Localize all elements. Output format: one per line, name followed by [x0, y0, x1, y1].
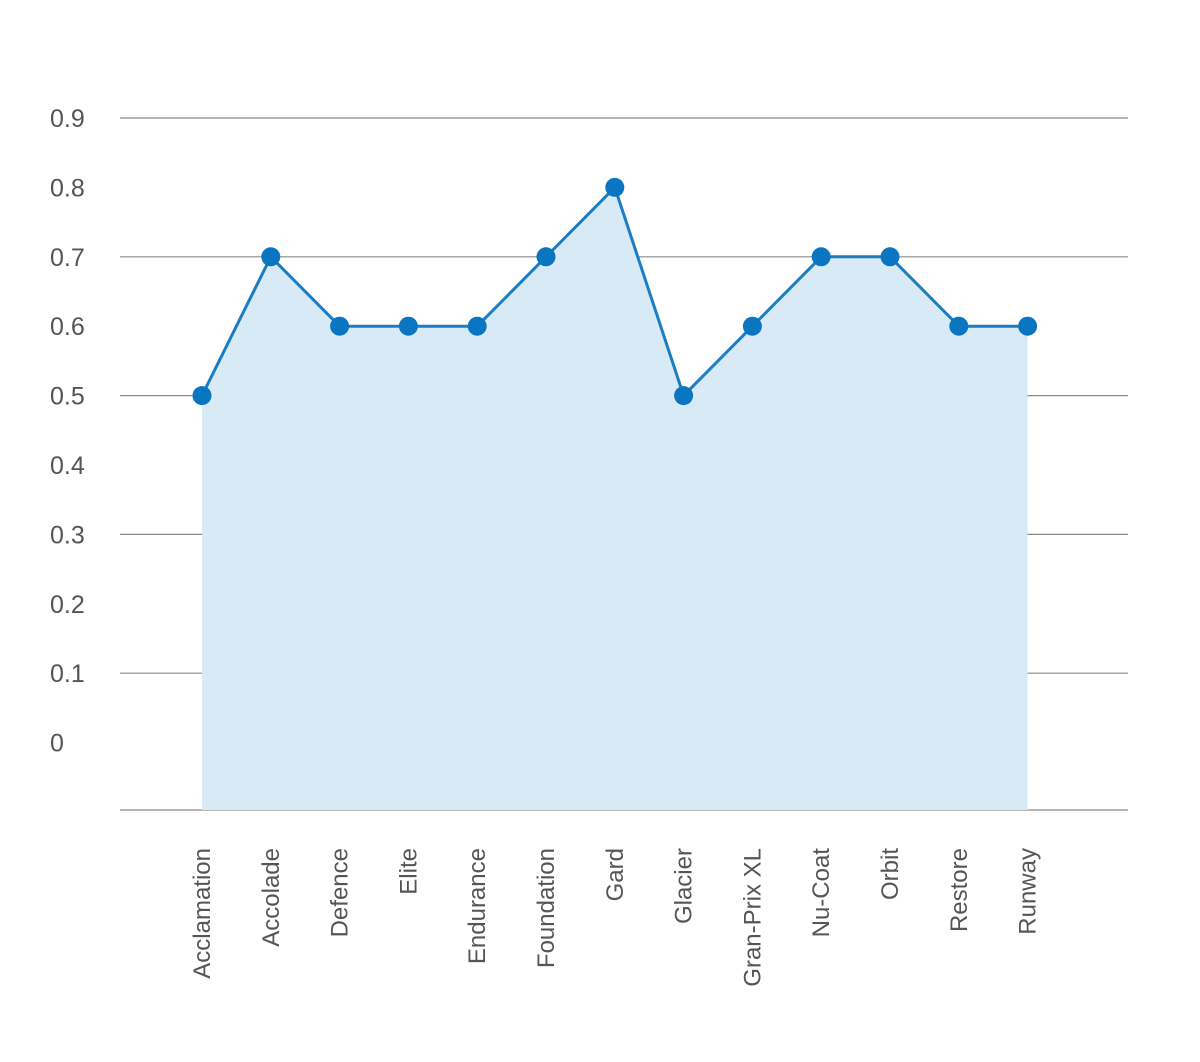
data-point-foundation: [536, 247, 556, 267]
y-tick-label: 0: [50, 730, 64, 758]
x-tick-labels: Acclamation Accolade Defence Elite Endurance…: [189, 848, 1042, 987]
x-tick-label: Endurance: [464, 848, 491, 964]
point-layer: [192, 177, 1038, 406]
y-tick-label: 0.9: [50, 105, 85, 133]
x-tick-label: Glacier: [671, 848, 698, 924]
x-tick-label: Runway: [1015, 848, 1042, 935]
data-point-defence: [330, 316, 350, 336]
x-tick-label: Restore: [946, 848, 973, 932]
data-point-endurance: [467, 316, 487, 336]
x-tick-label: Elite: [395, 848, 422, 895]
y-tick-label: 0.6: [50, 313, 85, 341]
x-tick-label: Defence: [327, 848, 354, 937]
data-point-gran-prix-xl: [742, 316, 762, 336]
x-tick-label: Accolade: [258, 848, 285, 947]
data-point-accolade: [261, 247, 281, 267]
data-point-acclamation: [192, 386, 212, 406]
y-tick-label: 0.7: [50, 244, 85, 272]
area-layer: [202, 187, 1028, 810]
y-tick-label: 0.5: [50, 383, 85, 411]
y-tick-labels: 0.9 0.8 0.7 0.6 0.5 0.4 0.3 0.2 0.1 0: [50, 105, 85, 758]
data-point-runway: [1018, 316, 1038, 336]
x-tick-label: Gran-Prix XL: [739, 848, 766, 987]
data-point-elite: [398, 316, 418, 336]
y-tick-label: 0.4: [50, 452, 85, 480]
x-tick-label: Foundation: [533, 848, 560, 968]
data-point-restore: [949, 316, 969, 336]
y-tick-label: 0.3: [50, 521, 85, 549]
y-tick-label: 0.1: [50, 660, 85, 688]
y-tick-label: 0.2: [50, 591, 85, 619]
x-tick-label: Gard: [602, 848, 629, 901]
series-area: [202, 187, 1028, 810]
data-point-glacier: [674, 386, 694, 406]
data-point-orbit: [880, 247, 900, 267]
x-tick-label: Orbit: [877, 848, 904, 900]
x-tick-label: Acclamation: [189, 848, 216, 979]
data-point-gard: [605, 177, 625, 197]
data-point-nu-coat: [811, 247, 831, 267]
x-tick-label: Nu-Coat: [808, 848, 835, 938]
y-tick-label: 0.8: [50, 174, 85, 202]
